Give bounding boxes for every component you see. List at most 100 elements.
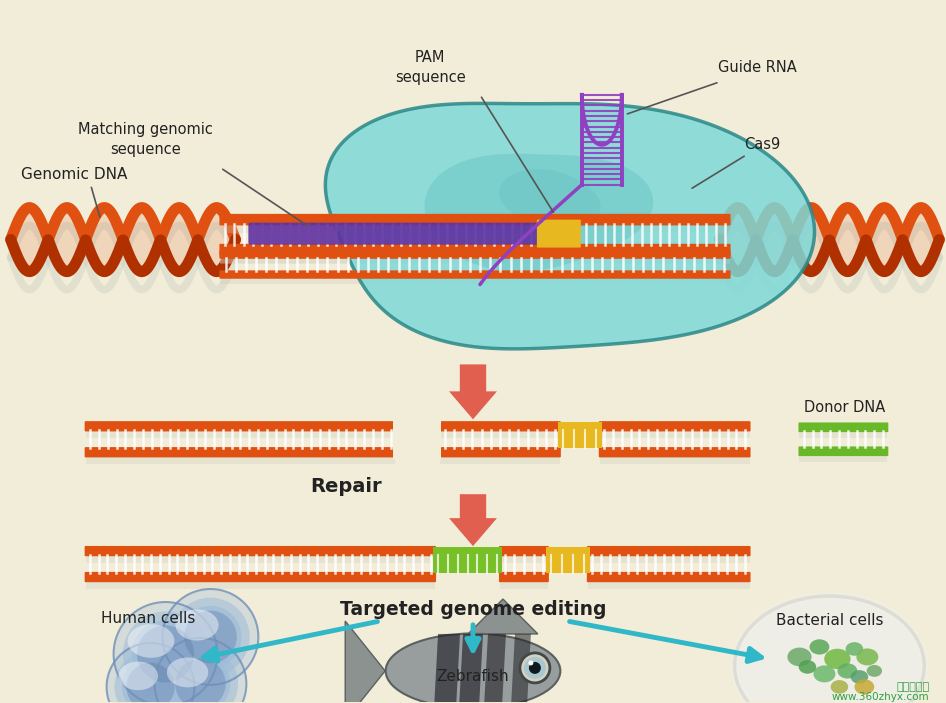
Ellipse shape — [529, 662, 541, 674]
Ellipse shape — [175, 659, 226, 703]
Ellipse shape — [137, 626, 194, 683]
Ellipse shape — [824, 649, 850, 669]
Polygon shape — [449, 494, 497, 546]
Ellipse shape — [114, 651, 186, 703]
Text: PAM
sequence: PAM sequence — [394, 51, 465, 85]
Ellipse shape — [163, 589, 258, 685]
FancyBboxPatch shape — [249, 223, 542, 245]
FancyBboxPatch shape — [439, 421, 561, 432]
Ellipse shape — [171, 598, 250, 676]
Bar — [86, 581, 435, 589]
FancyBboxPatch shape — [84, 572, 436, 582]
FancyBboxPatch shape — [499, 546, 549, 556]
Ellipse shape — [854, 679, 874, 695]
Text: Cas9: Cas9 — [745, 137, 780, 153]
Bar — [558, 422, 602, 448]
Ellipse shape — [175, 610, 219, 640]
Ellipse shape — [180, 606, 241, 668]
FancyBboxPatch shape — [219, 244, 730, 255]
Polygon shape — [484, 634, 506, 703]
Bar — [86, 555, 435, 563]
Bar — [433, 547, 502, 573]
Bar — [499, 581, 548, 589]
Ellipse shape — [735, 596, 924, 703]
Bar — [587, 555, 749, 563]
Bar — [86, 456, 395, 464]
Ellipse shape — [127, 663, 175, 703]
Polygon shape — [499, 169, 601, 231]
Bar — [499, 555, 548, 563]
Text: 转化医学网: 转化医学网 — [896, 682, 929, 692]
FancyBboxPatch shape — [599, 447, 750, 458]
Text: Bacterial cells: Bacterial cells — [776, 614, 884, 628]
Polygon shape — [511, 634, 531, 703]
Bar — [86, 430, 395, 438]
Text: Human cells: Human cells — [100, 612, 195, 626]
Ellipse shape — [798, 660, 816, 673]
FancyBboxPatch shape — [499, 572, 549, 582]
FancyBboxPatch shape — [84, 546, 436, 556]
Bar — [220, 224, 729, 233]
FancyBboxPatch shape — [219, 214, 730, 226]
Polygon shape — [425, 154, 653, 272]
Ellipse shape — [529, 660, 534, 666]
Bar — [587, 581, 749, 589]
Ellipse shape — [831, 680, 849, 694]
Ellipse shape — [846, 642, 863, 656]
Ellipse shape — [122, 658, 179, 703]
Ellipse shape — [170, 654, 230, 703]
Ellipse shape — [123, 612, 208, 697]
FancyBboxPatch shape — [84, 421, 396, 432]
Bar — [220, 278, 729, 284]
Ellipse shape — [520, 653, 550, 683]
FancyBboxPatch shape — [798, 446, 888, 456]
Bar — [799, 431, 887, 439]
Bar — [394, 419, 441, 459]
Bar — [440, 430, 560, 438]
Ellipse shape — [814, 666, 835, 683]
Polygon shape — [345, 621, 385, 703]
Ellipse shape — [114, 602, 218, 703]
Ellipse shape — [128, 624, 174, 658]
Ellipse shape — [118, 662, 158, 690]
Text: Targeted genome editing: Targeted genome editing — [340, 600, 606, 619]
FancyBboxPatch shape — [219, 250, 730, 259]
Ellipse shape — [386, 633, 560, 703]
Ellipse shape — [810, 639, 830, 654]
FancyBboxPatch shape — [798, 423, 888, 432]
FancyBboxPatch shape — [219, 271, 730, 279]
FancyBboxPatch shape — [84, 447, 396, 458]
Polygon shape — [434, 634, 460, 703]
Ellipse shape — [524, 657, 546, 679]
Ellipse shape — [131, 620, 200, 688]
Bar — [220, 254, 729, 264]
Polygon shape — [459, 634, 483, 703]
Text: Donor DNA: Donor DNA — [804, 400, 885, 415]
Text: Repair: Repair — [310, 477, 382, 496]
Polygon shape — [468, 599, 538, 634]
FancyBboxPatch shape — [587, 546, 750, 556]
Ellipse shape — [107, 643, 195, 703]
Text: Guide RNA: Guide RNA — [718, 60, 797, 75]
Polygon shape — [325, 103, 815, 349]
Ellipse shape — [850, 670, 868, 684]
Ellipse shape — [166, 657, 208, 688]
Bar — [799, 455, 887, 463]
Ellipse shape — [184, 611, 236, 664]
Ellipse shape — [787, 647, 812, 666]
FancyBboxPatch shape — [537, 219, 581, 247]
Ellipse shape — [163, 646, 238, 703]
Ellipse shape — [154, 638, 246, 703]
Bar — [600, 456, 749, 464]
Bar — [220, 257, 729, 264]
FancyBboxPatch shape — [587, 572, 750, 582]
FancyBboxPatch shape — [439, 447, 561, 458]
Ellipse shape — [837, 663, 857, 678]
Text: Zebrafish: Zebrafish — [437, 669, 509, 685]
FancyBboxPatch shape — [599, 421, 750, 432]
Ellipse shape — [856, 648, 878, 666]
Text: Genomic DNA: Genomic DNA — [21, 167, 127, 182]
Text: Matching genomic
sequence: Matching genomic sequence — [79, 122, 213, 157]
Bar — [600, 430, 749, 438]
Text: www.360zhyx.com: www.360zhyx.com — [832, 692, 929, 702]
